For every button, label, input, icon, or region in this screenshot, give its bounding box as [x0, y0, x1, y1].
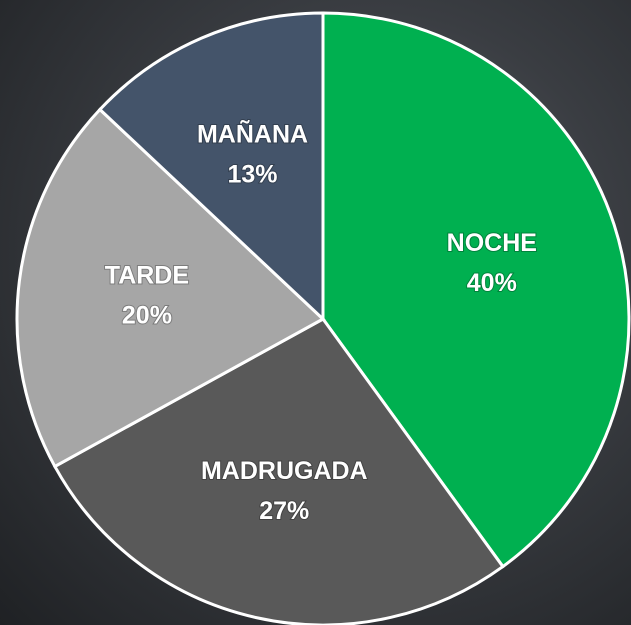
slice-value-label: 20% [122, 301, 172, 329]
slice-value-label: 40% [467, 269, 517, 297]
pie-slice [97, 11, 325, 323]
slice-label: MAÑANA [197, 119, 308, 149]
slice-label: NOCHE [447, 229, 537, 257]
slice-label: MADRUGADA [201, 457, 368, 485]
pie-slice [52, 317, 505, 625]
slice-value-label: 13% [227, 161, 277, 189]
slice-label: TARDE [105, 261, 189, 289]
pie-slice [321, 11, 631, 569]
slice-value-label: 27% [259, 497, 309, 525]
pie-slice [15, 107, 326, 469]
